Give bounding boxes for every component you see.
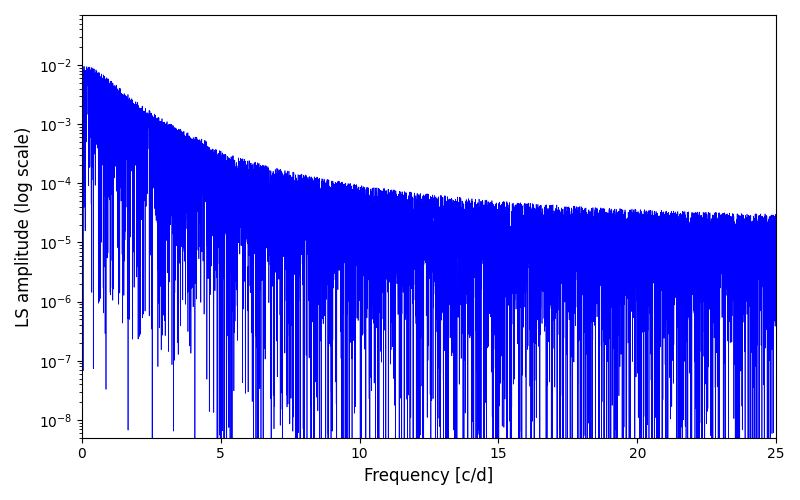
X-axis label: Frequency [c/d]: Frequency [c/d] <box>364 467 494 485</box>
Y-axis label: LS amplitude (log scale): LS amplitude (log scale) <box>15 126 33 326</box>
